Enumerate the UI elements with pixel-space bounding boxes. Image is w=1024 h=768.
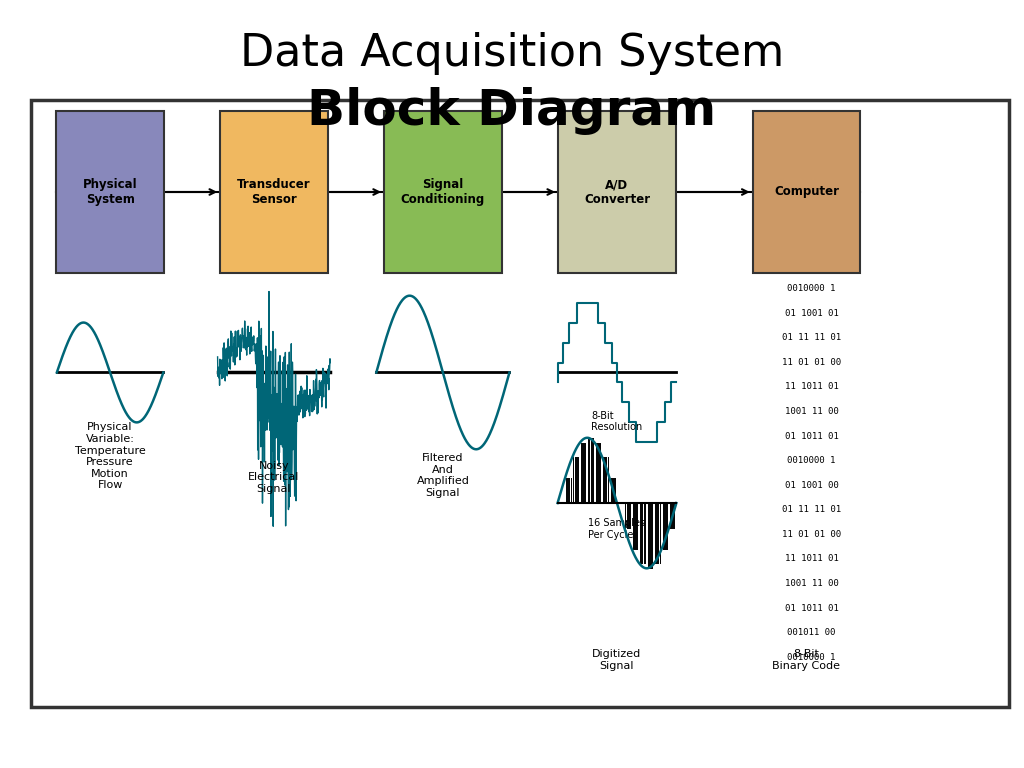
Text: 01 11 11 01: 01 11 11 01	[782, 505, 841, 515]
Text: Data Acquisition System: Data Acquisition System	[240, 32, 784, 75]
Text: 11 01 01 00: 11 01 01 00	[782, 530, 841, 539]
Text: 01 1001 00: 01 1001 00	[784, 481, 839, 490]
Text: 11 01 01 00: 11 01 01 00	[782, 358, 841, 367]
Text: Transducer
Sensor: Transducer Sensor	[238, 178, 310, 206]
Text: Digitized
Signal: Digitized Signal	[592, 649, 642, 670]
Text: 16 Samples
Per Cycle: 16 Samples Per Cycle	[588, 518, 645, 540]
Text: 01 11 11 01: 01 11 11 01	[782, 333, 841, 343]
Text: Computer: Computer	[774, 186, 839, 198]
Text: 01 1001 01: 01 1001 01	[784, 309, 839, 318]
Text: 01 1011 01: 01 1011 01	[784, 604, 839, 613]
Text: Physical
Variable:
Temperature
Pressure
Motion
Flow: Physical Variable: Temperature Pressure …	[75, 422, 145, 491]
Text: Filtered
And
Amplified
Signal: Filtered And Amplified Signal	[417, 453, 469, 498]
Bar	[384, 111, 502, 273]
Text: Signal
Conditioning: Signal Conditioning	[400, 178, 485, 206]
Bar	[31, 100, 1009, 707]
Text: Physical
System: Physical System	[83, 178, 137, 206]
Text: 01 1011 01: 01 1011 01	[784, 432, 839, 441]
Text: 0010000 1: 0010000 1	[787, 653, 836, 662]
Text: 1001 11 00: 1001 11 00	[784, 407, 839, 416]
Text: 8-Bit
Binary Code: 8-Bit Binary Code	[772, 649, 841, 670]
Text: 8-Bit
Resolution: 8-Bit Resolution	[592, 411, 643, 432]
Text: Block Diagram: Block Diagram	[307, 88, 717, 135]
Text: 11 1011 01: 11 1011 01	[784, 554, 839, 564]
Text: 0010000 1: 0010000 1	[787, 456, 836, 465]
Text: Noisy
Electrical
Signal: Noisy Electrical Signal	[248, 461, 300, 494]
Bar	[220, 111, 328, 273]
Bar	[558, 111, 676, 273]
Text: 11 1011 01: 11 1011 01	[784, 382, 839, 392]
Text: 0010000 1: 0010000 1	[787, 284, 836, 293]
Text: A/D
Converter: A/D Converter	[584, 178, 650, 206]
Text: 1001 11 00: 1001 11 00	[784, 579, 839, 588]
Text: 001011 00: 001011 00	[787, 628, 836, 637]
Bar	[753, 111, 860, 273]
Bar	[56, 111, 164, 273]
